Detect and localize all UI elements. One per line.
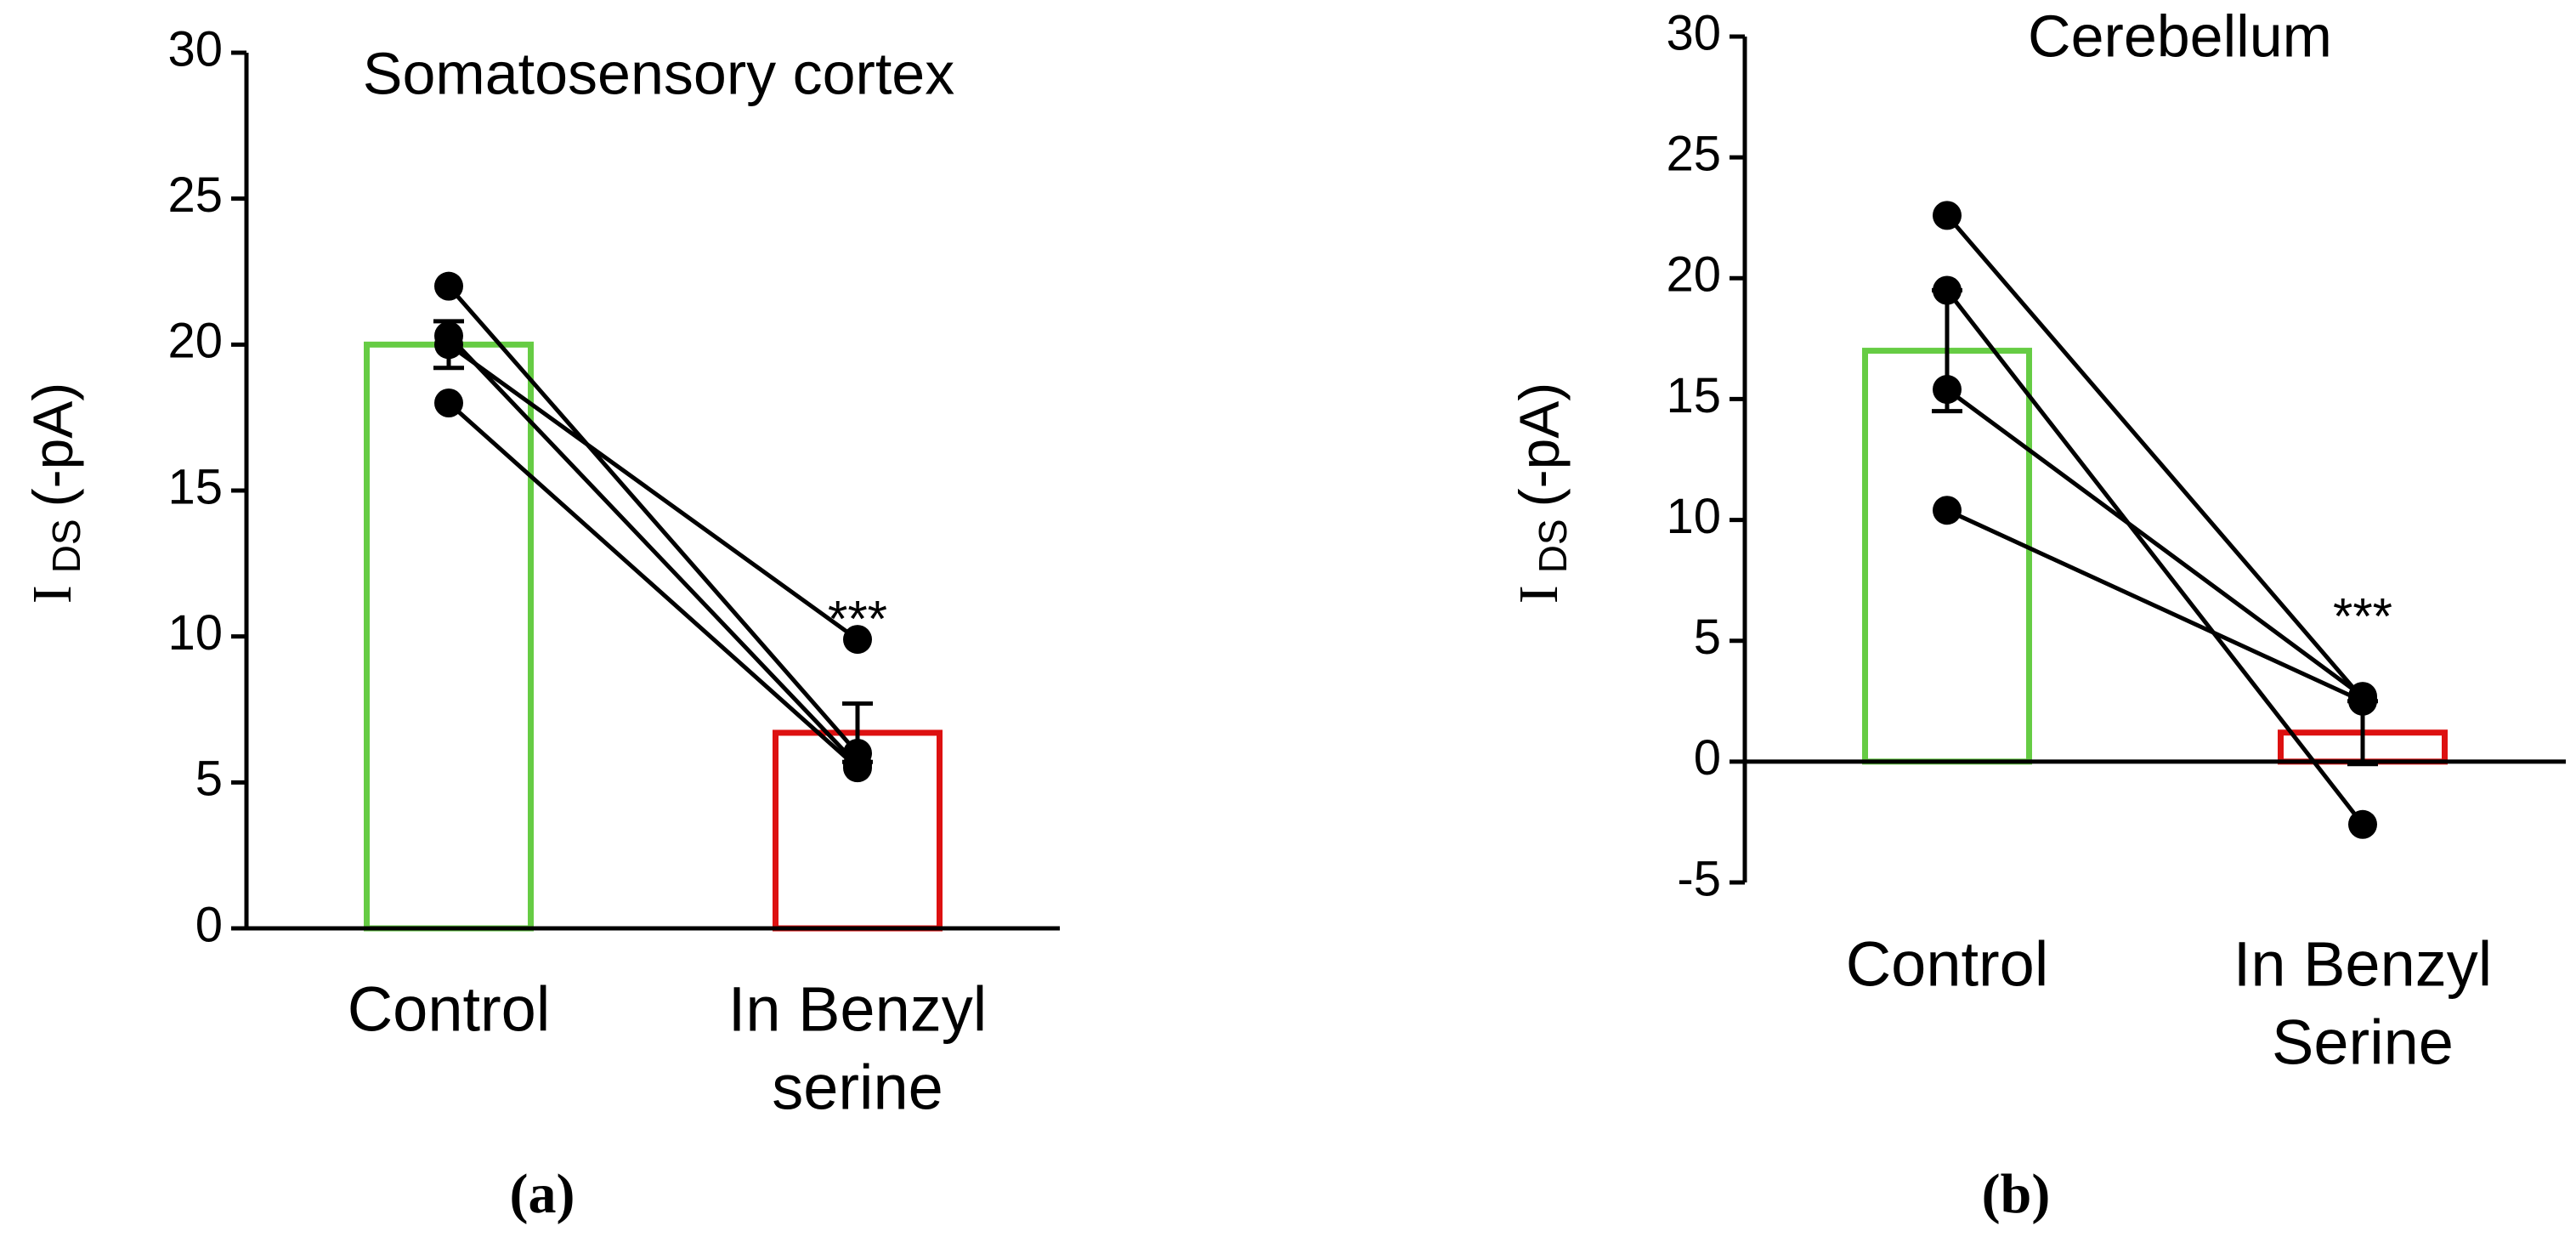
x-tick-label: In Benzyl bbox=[2233, 929, 2492, 1000]
data-point bbox=[434, 389, 463, 417]
y-tick-label: 20 bbox=[167, 314, 223, 369]
pair-line bbox=[1945, 213, 2364, 701]
y-axis-label: I DS (-pA) bbox=[1508, 383, 1575, 604]
panel-label: (a) bbox=[510, 1163, 575, 1225]
annotation: *** bbox=[828, 590, 887, 647]
y-tick-label: 10 bbox=[167, 605, 223, 661]
pair-line bbox=[447, 334, 859, 767]
y-tick-label: 5 bbox=[195, 752, 223, 807]
y-axis-label-part: I bbox=[1508, 585, 1570, 604]
pair-line bbox=[1945, 288, 2364, 826]
chart-title: Cerebellum bbox=[2028, 3, 2332, 69]
y-tick-label: 20 bbox=[1666, 247, 1721, 303]
y-axis-label: I DS (-pA) bbox=[21, 383, 88, 604]
bar bbox=[364, 341, 534, 932]
y-tick-label: 25 bbox=[167, 167, 223, 223]
data-point bbox=[2348, 809, 2377, 839]
pair-line bbox=[1945, 508, 2364, 704]
y-tick-label: -5 bbox=[1677, 851, 1721, 906]
error-bar bbox=[433, 319, 464, 371]
y-tick-label: 30 bbox=[1666, 5, 1721, 60]
y-axis-label-part: DS bbox=[44, 519, 88, 573]
x-tick-label: Serine bbox=[2272, 1007, 2454, 1078]
error-bar bbox=[842, 701, 873, 764]
pair-line bbox=[1945, 388, 2364, 699]
panel-label: (b) bbox=[1982, 1163, 2051, 1225]
x-tick-label: In Benzyl bbox=[728, 974, 987, 1045]
data-point bbox=[434, 271, 463, 301]
y-tick-label: 10 bbox=[1666, 489, 1721, 544]
pair-line bbox=[447, 285, 859, 755]
chart-title: Somatosensory cortex bbox=[363, 40, 954, 106]
y-axis-label-part: (-pA) bbox=[1508, 383, 1571, 508]
y-axis-label-part: (-pA) bbox=[21, 383, 84, 508]
x-tick-label: serine bbox=[772, 1052, 943, 1123]
y-tick-label: 15 bbox=[1666, 368, 1721, 423]
y-tick-label: 0 bbox=[1694, 730, 1721, 786]
error-bar bbox=[2347, 699, 2378, 767]
y-tick-label: 15 bbox=[167, 459, 223, 514]
annotation: *** bbox=[2333, 588, 2392, 645]
error-bar bbox=[1932, 288, 1962, 414]
y-axis-label-part: DS bbox=[1531, 519, 1575, 573]
y-tick-label: 0 bbox=[195, 897, 223, 952]
data-point bbox=[1933, 496, 1962, 525]
y-axis-label-part: I bbox=[21, 585, 83, 604]
pair-line bbox=[447, 343, 859, 642]
x-tick-label: Control bbox=[1846, 929, 2049, 1000]
data-point bbox=[843, 625, 872, 655]
x-tick-label: Control bbox=[348, 974, 551, 1045]
y-tick-label: 5 bbox=[1694, 610, 1721, 665]
y-tick-label: 25 bbox=[1666, 126, 1721, 181]
pair-line bbox=[447, 401, 859, 770]
data-point bbox=[1933, 201, 1962, 230]
y-tick-label: 30 bbox=[167, 21, 223, 77]
